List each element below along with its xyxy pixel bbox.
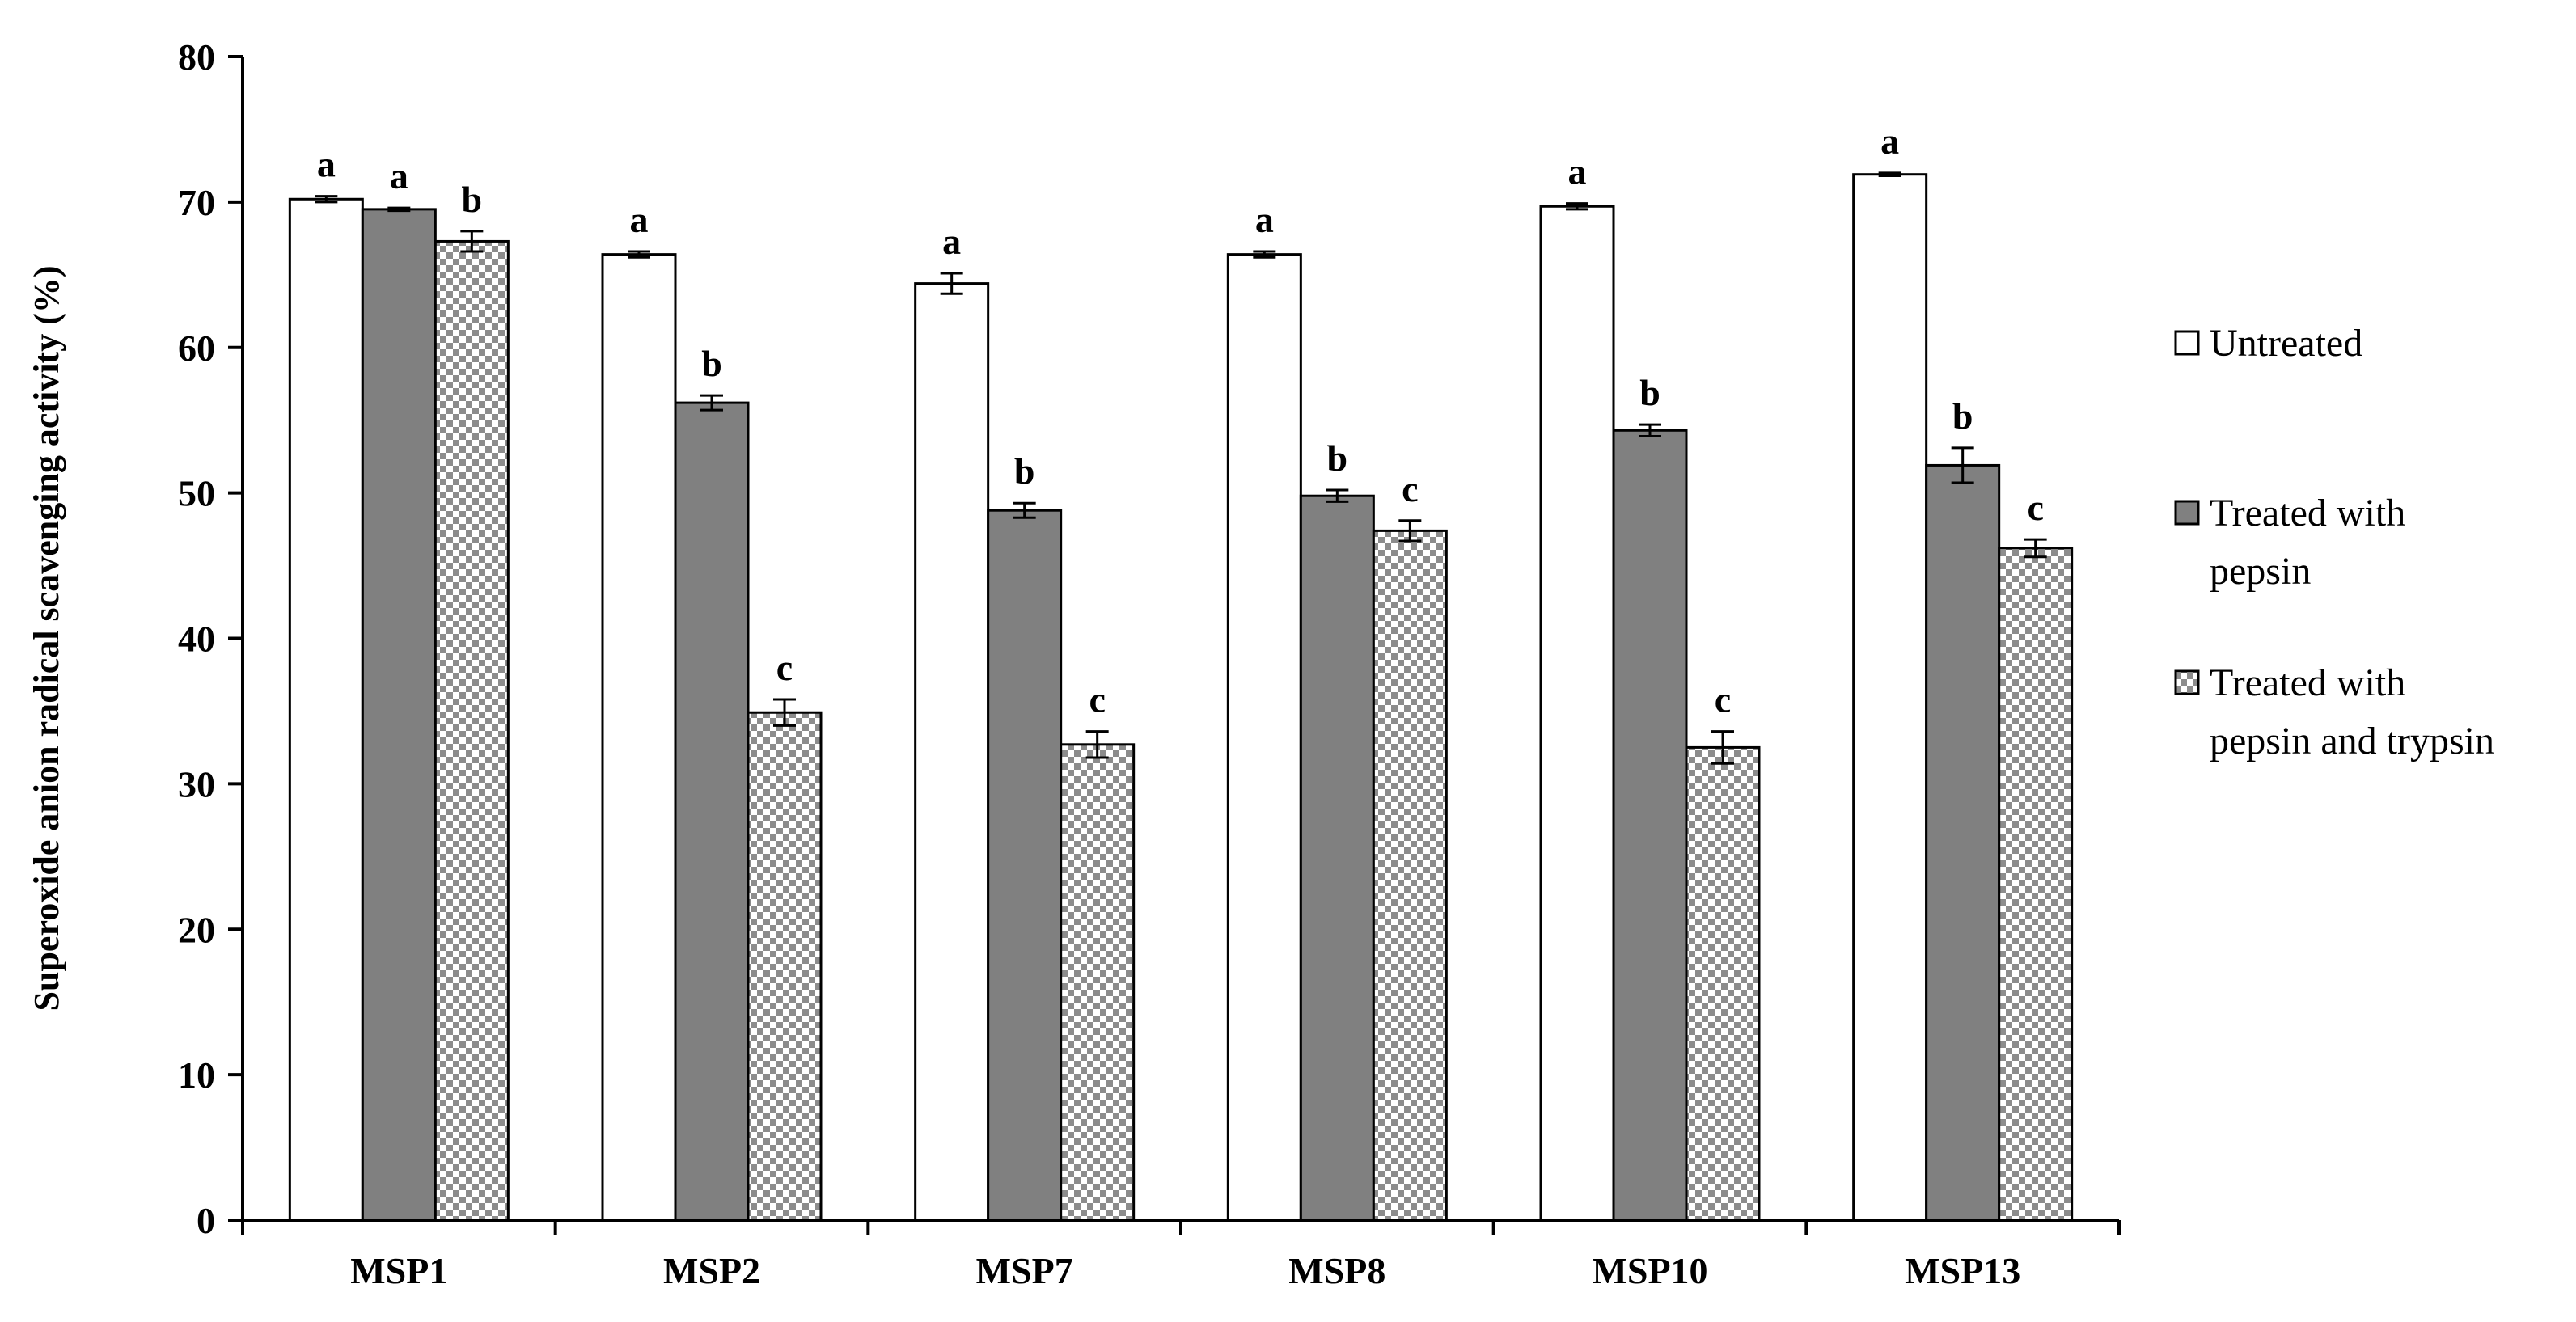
bar (674, 401, 750, 1222)
significance-label: c (2027, 487, 2043, 528)
significance-label: c (776, 647, 793, 688)
significance-label: a (390, 155, 408, 196)
bar (747, 711, 823, 1222)
y-tick-label: 80 (178, 36, 215, 78)
y-tick-label: 70 (178, 182, 215, 223)
legend-label: Treated with (2210, 492, 2405, 534)
significance-label: c (1402, 468, 1418, 509)
bars: a a b a b c a b c a b c a b c a b c (288, 120, 2074, 1222)
bar (288, 197, 364, 1222)
significance-label: b (1639, 372, 1660, 413)
y-tick-label: 10 (178, 1054, 215, 1096)
bar (1539, 205, 1615, 1222)
legend-label: pepsin and trypsin (2210, 720, 2494, 762)
category-label: MSP1 (350, 1250, 447, 1291)
bar (1998, 547, 2074, 1222)
significance-label: b (462, 179, 483, 220)
significance-label: c (1089, 679, 1105, 720)
bar (1612, 429, 1688, 1222)
significance-label: b (1952, 395, 1973, 437)
significance-label: a (1568, 151, 1587, 192)
legend-label: Untreated (2210, 322, 2362, 365)
category-label: MSP13 (1905, 1250, 2020, 1291)
y-tick-label: 30 (178, 763, 215, 805)
legend-swatch (2174, 669, 2200, 695)
legend: Untreated Treated with pepsin Treated with p… (2174, 322, 2494, 762)
bar (1060, 743, 1136, 1222)
category-label: MSP10 (1592, 1250, 1707, 1291)
y-tick-label: 0 (197, 1200, 215, 1241)
y-tick-label: 20 (178, 909, 215, 950)
y-axis-title: Superoxide anion radical scavenging acti… (27, 266, 66, 1012)
bar (1925, 463, 2001, 1222)
legend-swatch (2174, 330, 2200, 356)
bar (601, 253, 677, 1222)
bar (1372, 529, 1448, 1222)
bar (1299, 494, 1375, 1222)
significance-label: c (1715, 679, 1731, 720)
significance-label: a (1880, 120, 1899, 162)
legend-swatch (2174, 500, 2200, 526)
significance-label: b (1327, 437, 1348, 479)
legend-label: pepsin (2210, 550, 2311, 593)
y-tick-label: 60 (178, 327, 215, 369)
bar (914, 282, 990, 1222)
significance-label: a (1255, 199, 1274, 240)
significance-label: a (630, 199, 649, 240)
significance-label: a (942, 221, 961, 262)
bar (1226, 253, 1302, 1222)
bar (1852, 173, 1928, 1222)
significance-label: a (317, 144, 336, 185)
y-tick-label: 40 (178, 619, 215, 660)
significance-label: b (1014, 450, 1035, 492)
category-label: MSP8 (1288, 1250, 1385, 1291)
category-label: MSP2 (663, 1250, 760, 1291)
y-tick-label: 50 (178, 473, 215, 514)
bar (987, 509, 1063, 1222)
bar (1685, 745, 1761, 1222)
legend-label: Treated with (2210, 661, 2405, 704)
axes: 0 10 20 30 40 50 60 70 80 Superoxide anion radica… (27, 36, 2121, 1291)
bar (434, 239, 510, 1222)
significance-label: b (701, 343, 722, 384)
bar (361, 208, 437, 1222)
category-label: MSP7 (976, 1250, 1073, 1291)
